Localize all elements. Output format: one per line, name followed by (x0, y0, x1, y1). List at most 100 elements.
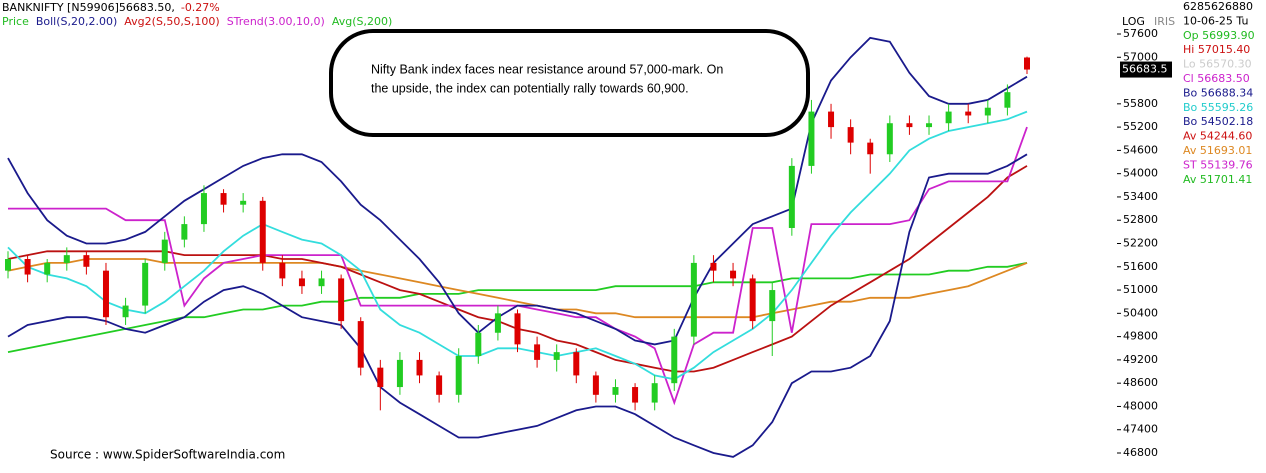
candle-body (455, 356, 462, 395)
panel-entry: Op 56993.90 (1183, 29, 1255, 42)
candle-body (1024, 57, 1030, 70)
panel-entry: Hi 57015.40 (1183, 43, 1250, 56)
panel-entry: ST 55139.76 (1183, 158, 1253, 171)
panel-entry: Av 51693.01 (1183, 144, 1252, 157)
panel-entry: Av 54244.60 (1183, 130, 1252, 143)
y-tick-label: 54000 (1123, 167, 1158, 180)
candle-body (690, 262, 697, 337)
panel-entry: 6285626880 (1183, 0, 1253, 13)
indicator-line (7, 262, 1028, 353)
indicator-line (7, 36, 1028, 346)
iris-label: IRIS (1154, 15, 1175, 28)
source: Source : www.SpiderSoftwareIndia.com (50, 448, 285, 462)
candle-body (847, 127, 854, 143)
candle-body (612, 387, 619, 395)
panel-entry: Cl 56683.50 (1183, 72, 1250, 85)
candle-body (886, 123, 893, 155)
candle-body (534, 344, 541, 360)
y-tick-label: 52800 (1123, 213, 1158, 226)
y-tick-label: 52200 (1123, 236, 1158, 249)
change: -0.27% (181, 1, 220, 14)
candle-body (396, 359, 403, 388)
legend-entry: STrend(3.00,10,0) (227, 15, 325, 28)
panel-entry: Lo 56570.30 (1183, 58, 1252, 71)
y-tick-label: 51600 (1123, 260, 1158, 273)
candle-body (828, 111, 835, 128)
y-tick-label: 49800 (1123, 330, 1158, 343)
candle-body (1004, 92, 1011, 108)
candle-body (984, 107, 991, 116)
price-marker-box (1120, 61, 1172, 78)
candle-body (357, 321, 364, 368)
candle-body (181, 224, 188, 240)
candle-body (318, 278, 325, 287)
candle-body (494, 313, 501, 333)
candle-body (416, 359, 423, 376)
y-tick-label: 48000 (1123, 399, 1158, 412)
candle-body (298, 278, 305, 287)
candle-body (749, 278, 756, 322)
y-tick-label: 47400 (1123, 423, 1158, 436)
legend-entry: Avg2(S,50,S,100) (124, 15, 219, 28)
header-title: BANKNIFTY [N59906]56683.50, -0.27% (2, 1, 220, 14)
y-tick-label: 48600 (1123, 376, 1158, 389)
candle-body (436, 375, 443, 395)
y-tick-label: 51000 (1123, 283, 1158, 296)
candle-body (142, 262, 149, 306)
candle-body (710, 262, 717, 271)
candle-body (965, 111, 972, 116)
y-tick-label: 54600 (1123, 143, 1158, 156)
candle-body (338, 278, 345, 322)
panel-entry: 10-06-25 Tu (1183, 14, 1248, 27)
panel-entry: Av 51701.41 (1183, 173, 1252, 186)
candle-body (671, 336, 678, 384)
candle-body (730, 270, 737, 279)
panel-entry: Bo 56688.34 (1183, 86, 1253, 99)
candle-body (514, 313, 521, 345)
candle-body (945, 111, 952, 124)
candle-body (24, 259, 31, 275)
candle-body (475, 332, 482, 357)
legend-entry: Avg(S,200) (332, 15, 392, 28)
price-marker-label: 56683.5 (1122, 63, 1168, 76)
y-tick-label: 50400 (1123, 306, 1158, 319)
candle-body (651, 383, 658, 403)
plot-area (5, 36, 1030, 458)
indicator-line (7, 153, 1028, 458)
candle-body (83, 255, 90, 267)
candle-body (632, 387, 639, 403)
annotation-line: Nifty Bank index faces near resistance a… (371, 62, 723, 76)
candle-body (122, 305, 129, 318)
panel-entry: Bo 55595.26 (1183, 101, 1253, 114)
y-tick-label: 57600 (1123, 27, 1158, 40)
y-tick-label: 53400 (1123, 190, 1158, 203)
candle-body (63, 255, 70, 263)
candle-body (220, 193, 227, 205)
annotation-box (329, 29, 810, 137)
candle-body (769, 290, 776, 322)
candle-body (240, 200, 247, 205)
candle-body (200, 193, 207, 225)
y-axis: 46800 47400 48000 48600 49200 49800 50400 51000… (1117, 27, 1172, 459)
candle-body (279, 262, 286, 279)
legend: Price Boll(S,20,2.00) Avg2(S,50,S,100) STre… (2, 15, 392, 28)
indicator-line (7, 258, 1028, 319)
y-tick-label: 49200 (1123, 353, 1158, 366)
candle-body (788, 165, 795, 228)
y-tick-label: 46800 (1123, 446, 1158, 459)
candle-body (573, 352, 580, 376)
candle-body (553, 352, 560, 360)
candle-body (44, 262, 51, 275)
candle-body (808, 111, 815, 166)
y-tick-label: 55800 (1123, 97, 1158, 110)
candle-body (5, 259, 11, 271)
annotation-line: the upside, the index can potentially ra… (371, 81, 689, 95)
candle-body (906, 123, 913, 128)
candle-body (161, 239, 168, 263)
symbol: BANKNIFTY [N59906]56683.50, (2, 1, 175, 14)
panel-entry: Bo 54502.18 (1183, 115, 1253, 128)
log-label: LOG (1122, 15, 1145, 28)
candle-body (102, 270, 109, 318)
